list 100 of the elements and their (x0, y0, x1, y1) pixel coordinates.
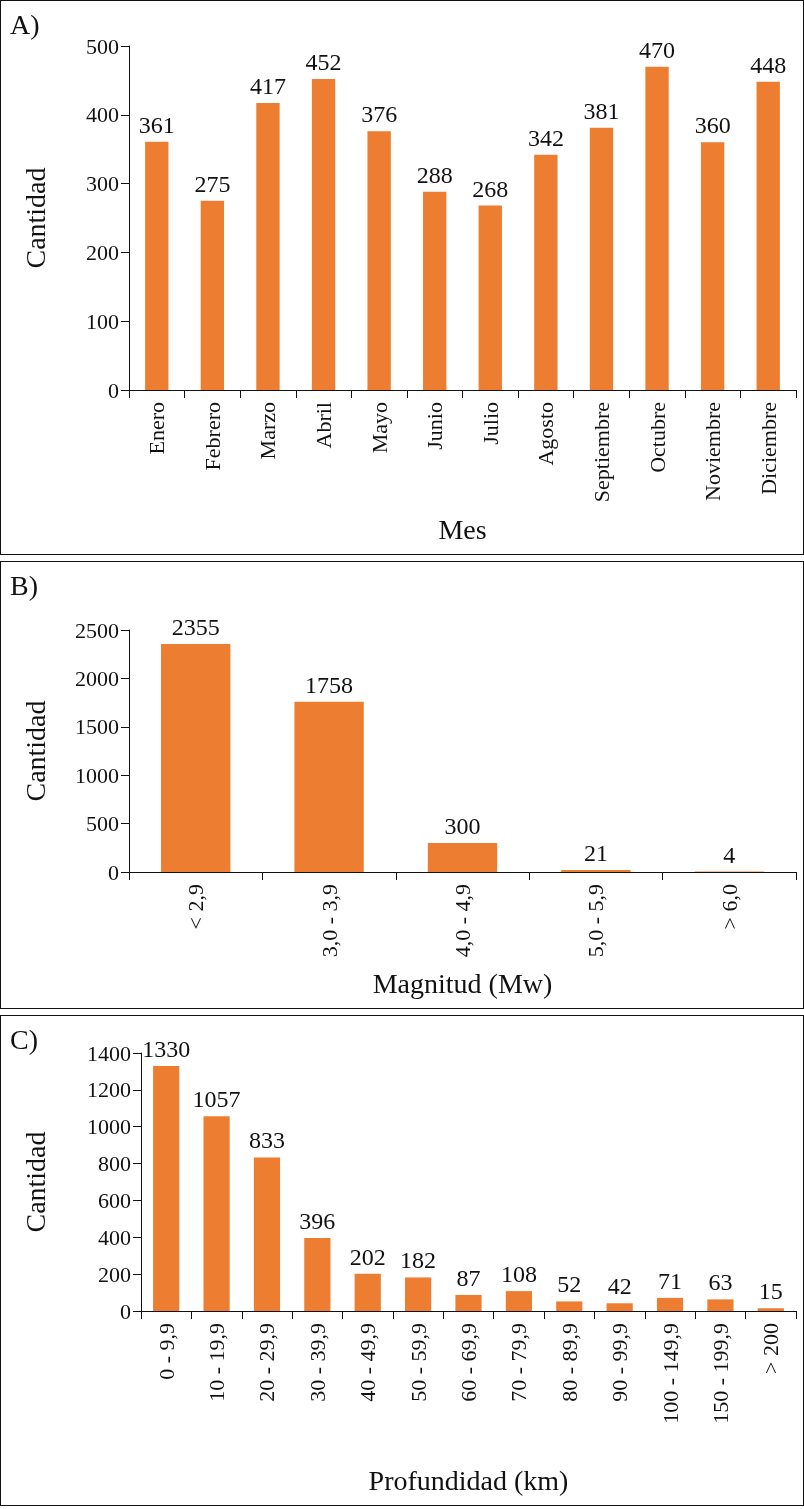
data-label: 71 (658, 1267, 683, 1294)
data-label: 833 (248, 1127, 285, 1154)
bar (200, 200, 225, 390)
data-label: 376 (361, 101, 398, 128)
y-tick-label: 1000 (75, 762, 119, 788)
bar (256, 103, 280, 390)
bar (423, 191, 447, 390)
x-tick-label: Febrero (199, 402, 225, 471)
data-label: 15 (758, 1278, 783, 1305)
x-tick-label: 5,0 - 5,9 (583, 884, 609, 958)
bar (153, 1065, 180, 1311)
bar (161, 644, 231, 872)
y-tick-label: 500 (86, 811, 119, 837)
x-tick-label: 50 - 59,9 (405, 1323, 431, 1402)
y-tick-label: 1400 (87, 1040, 131, 1066)
x-tick-label: 90 - 99,9 (607, 1323, 633, 1402)
data-label: 1057 (192, 1086, 241, 1113)
data-label: 417 (249, 73, 286, 100)
data-label: 63 (708, 1269, 733, 1296)
data-label: 470 (639, 36, 676, 63)
x-tick-label: 3,0 - 3,9 (316, 884, 342, 958)
x-axis-title: Magnitud (Mw) (372, 967, 553, 999)
data-label: 396 (299, 1208, 336, 1235)
data-label: 300 (444, 812, 481, 839)
bar (645, 66, 669, 390)
data-label: 108 (500, 1261, 537, 1288)
x-tick-label: > 200 (758, 1323, 784, 1374)
x-tick-label: Noviembre (700, 402, 726, 501)
bar (145, 141, 169, 390)
y-tick-label: 400 (98, 1224, 131, 1250)
data-label: 202 (349, 1243, 386, 1270)
bar (478, 205, 502, 390)
bar (427, 842, 498, 872)
y-tick-label: 0 (120, 1298, 131, 1324)
x-tick-label: 70 - 79,9 (506, 1323, 532, 1402)
bar (707, 1299, 734, 1311)
x-tick-label: Octubre (644, 402, 670, 473)
y-tick-label: 2500 (75, 617, 119, 643)
bar (756, 81, 780, 390)
data-label: 361 (138, 111, 175, 138)
x-tick-label: 60 - 69,9 (456, 1323, 481, 1402)
bar (253, 1157, 281, 1311)
x-tick-label: Septiembre (588, 402, 614, 503)
data-label: 1330 (142, 1035, 191, 1062)
x-tick-label: Mayo (366, 402, 392, 454)
data-label: 21 (583, 839, 608, 866)
x-tick-label: < 2,9 (183, 884, 209, 930)
bar (589, 127, 614, 390)
data-label: 275 (194, 170, 231, 197)
bar (656, 1297, 684, 1311)
x-tick-label: Julio (477, 402, 503, 445)
y-axis-title: Cantidad (19, 700, 51, 802)
y-tick-label: 800 (98, 1151, 131, 1177)
x-tick-label: Diciembre (755, 402, 781, 495)
x-tick-label: 100 - 149,9 (657, 1323, 683, 1424)
x-tick-label: 30 - 39,9 (304, 1323, 330, 1402)
x-tick-label: Marzo (255, 402, 281, 460)
data-label: 1758 (305, 671, 354, 698)
y-tick-label: 300 (86, 171, 119, 197)
x-tick-label: Abril (311, 402, 337, 449)
y-tick-label: 100 (86, 308, 119, 334)
data-label: 288 (416, 161, 453, 188)
y-tick-label: 600 (98, 1187, 131, 1213)
bar (556, 1301, 583, 1311)
data-label: 52 (557, 1271, 582, 1298)
chart-title: A) (10, 8, 40, 40)
y-tick-label: 200 (98, 1261, 131, 1287)
data-label: 87 (456, 1264, 481, 1291)
x-tick-label: Enero (144, 402, 170, 455)
bar (700, 142, 725, 390)
data-label: 182 (400, 1247, 437, 1274)
x-tick-label: 40 - 49,9 (355, 1323, 381, 1402)
bar (534, 154, 558, 390)
y-axis-title: Cantidad (19, 1131, 51, 1233)
x-tick-label: 10 - 19,9 (204, 1323, 230, 1402)
bar (203, 1116, 230, 1311)
y-tick-label: 400 (86, 102, 119, 128)
bar (311, 79, 336, 390)
y-tick-label: 0 (108, 377, 119, 403)
y-tick-label: 1500 (75, 714, 119, 740)
y-tick-label: 500 (86, 33, 119, 59)
bar (757, 1308, 784, 1311)
x-tick-label: Junio (422, 402, 448, 450)
data-label: 381 (583, 97, 620, 124)
data-label: 2355 (171, 614, 220, 641)
x-tick-label: 150 - 199,9 (707, 1323, 733, 1424)
x-tick-label: Agosto (533, 402, 559, 466)
data-label: 42 (607, 1273, 632, 1300)
y-tick-label: 0 (108, 859, 119, 885)
x-axis-title: Profundidad (km) (368, 1464, 569, 1496)
bar (367, 131, 391, 390)
data-label: 448 (750, 51, 787, 78)
bar (561, 869, 631, 872)
x-tick-label: 0 - 9,9 (153, 1323, 179, 1380)
y-axis-title: Cantidad (19, 167, 51, 269)
bar (354, 1273, 381, 1311)
x-tick-label: 4,0 - 4,9 (450, 884, 475, 958)
chart-title: B) (10, 569, 38, 601)
data-label: 342 (527, 124, 564, 151)
bar (606, 1303, 633, 1311)
